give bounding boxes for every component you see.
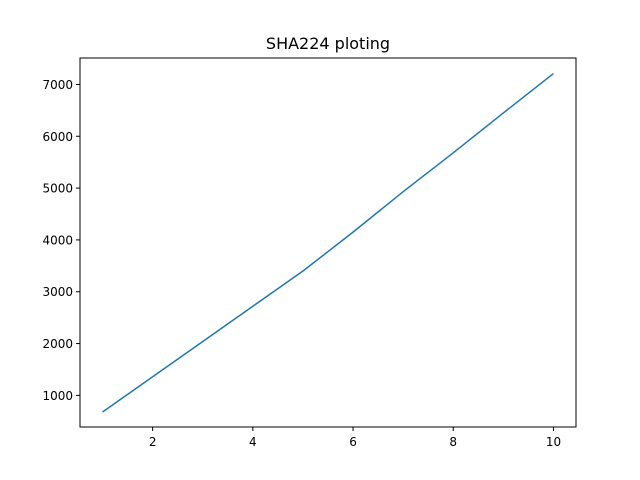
x-tick-label: 4 bbox=[249, 435, 257, 449]
x-axis: 2 4 6 8 10 bbox=[149, 427, 561, 449]
x-tick-label: 10 bbox=[546, 435, 561, 449]
y-tick-label: 7000 bbox=[42, 78, 73, 92]
series-layer bbox=[102, 72, 554, 413]
plot-area bbox=[79, 57, 577, 428]
y-tick-label: 1000 bbox=[42, 389, 73, 403]
series-line-0 bbox=[102, 72, 554, 413]
x-tick-label: 6 bbox=[349, 435, 357, 449]
x-tick-label: 8 bbox=[449, 435, 457, 449]
y-tick-label: 4000 bbox=[42, 233, 73, 247]
y-tick-label: 2000 bbox=[42, 337, 73, 351]
y-axis: 1000 2000 3000 4000 5000 6000 7000 bbox=[42, 78, 80, 403]
y-tick-label: 3000 bbox=[42, 285, 73, 299]
y-tick-label: 5000 bbox=[42, 182, 73, 196]
axes-frame bbox=[79, 57, 577, 428]
x-tick-label: 2 bbox=[149, 435, 157, 449]
y-tick-label: 6000 bbox=[42, 130, 73, 144]
chart-title: SHA224 ploting bbox=[266, 34, 390, 53]
